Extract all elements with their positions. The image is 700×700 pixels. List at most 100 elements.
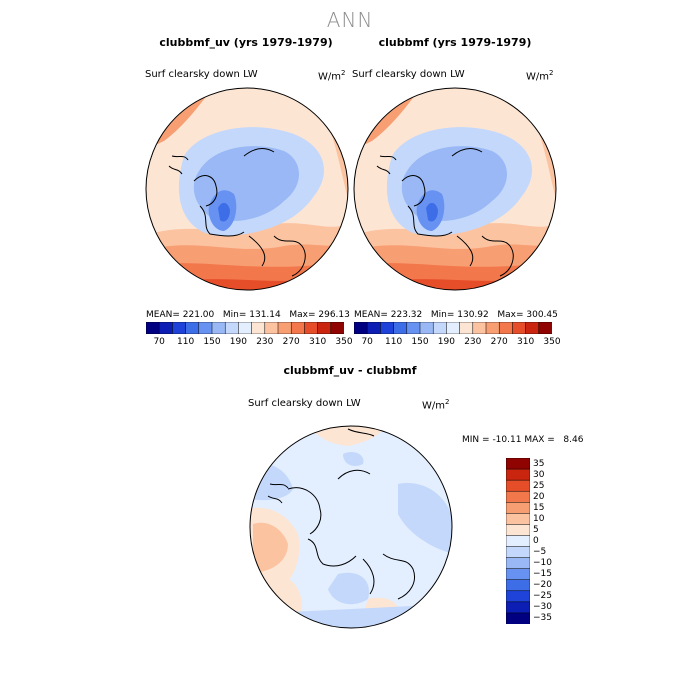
colorbar-swatch <box>146 322 160 334</box>
colorbar-tick-label: 190 <box>229 337 247 347</box>
panel1-max: 296.13 <box>318 310 350 320</box>
colorbar-swatch <box>506 502 530 514</box>
colorbar-swatch <box>506 535 530 548</box>
panel2-stats: MEAN= 223.32 Min= 130.92 Max= 300.45 <box>354 310 558 320</box>
colorbar-tick-label: 110 <box>177 337 195 347</box>
colorbar-swatch <box>406 322 421 334</box>
panel1-field-label: Surf clearsky down LW <box>145 69 258 80</box>
panel2-field-label: Surf clearsky down LW <box>352 69 465 80</box>
panel1-mean: 221.00 <box>182 310 215 320</box>
colorbar-swatch <box>506 601 530 614</box>
colorbar-swatch <box>506 612 530 624</box>
diff-units: W/m2 <box>422 398 450 412</box>
colorbar-swatch <box>354 322 368 334</box>
colorbar-tick-label: 0 <box>533 536 539 546</box>
colorbar-tick-label: −10 <box>533 558 552 569</box>
colorbar-tick-label: 10 <box>533 513 545 524</box>
colorbar-swatch <box>158 322 173 334</box>
colorbar-tick-label: 190 <box>437 337 455 347</box>
colorbar-swatch <box>506 479 530 492</box>
colorbar-swatch <box>512 322 527 334</box>
colorbar-tick-label: 15 <box>533 502 545 513</box>
colorbar-swatch <box>506 458 530 470</box>
colorbar-tick-label: 230 <box>256 337 274 347</box>
colorbar-swatch <box>506 579 530 592</box>
panel2-polar-map <box>353 87 557 291</box>
colorbar-swatch <box>317 322 332 334</box>
colorbar-swatch <box>211 322 226 334</box>
colorbar-swatch <box>330 322 344 334</box>
colorbar-swatch <box>506 590 530 603</box>
colorbar-swatch <box>538 322 552 334</box>
colorbar-swatch <box>432 322 447 334</box>
colorbar-swatch <box>506 524 530 537</box>
colorbar-tick-label: −20 <box>533 580 552 591</box>
colorbar-tick-label: 110 <box>385 337 403 347</box>
diff-colorbar <box>506 458 530 624</box>
colorbar-tick-label: 5 <box>533 524 539 535</box>
colorbar-swatch <box>506 568 530 581</box>
diff-polar-map <box>249 425 453 629</box>
colorbar-tick-label: 35 <box>533 458 545 469</box>
colorbar-swatch <box>264 322 279 334</box>
colorbar-tick-label: 230 <box>464 337 482 347</box>
colorbar-swatch <box>498 322 513 334</box>
diff-title: clubbmf_uv - clubbmf <box>283 364 417 377</box>
colorbar-tick-label: −15 <box>533 569 552 580</box>
colorbar-tick-label: 70 <box>361 337 373 347</box>
colorbar-swatch <box>224 322 239 334</box>
colorbar-tick-label: 150 <box>203 337 221 347</box>
colorbar-swatch <box>198 322 213 334</box>
colorbar-tick-label: 310 <box>309 337 327 347</box>
colorbar-swatch <box>506 468 530 481</box>
colorbar-tick-label: 270 <box>282 337 300 347</box>
colorbar-swatch <box>506 557 530 570</box>
panel1-units: W/m2 <box>318 69 346 83</box>
colorbar-swatch <box>446 322 461 334</box>
panel1-polar-map <box>145 87 349 291</box>
page-title: ANN <box>326 8 374 32</box>
colorbar-swatch <box>506 513 530 525</box>
colorbar-tick-label: 30 <box>533 469 545 480</box>
panel2-colorbar <box>354 322 552 334</box>
panel2-colorbar-ticks: 70 110 150 190 230 270 310 350 <box>354 337 560 349</box>
colorbar-swatch <box>380 322 395 334</box>
colorbar-tick-label: 25 <box>533 480 545 491</box>
diff-min: -10.11 <box>492 435 522 445</box>
diff-field-label: Surf clearsky down LW <box>248 398 361 409</box>
colorbar-swatch <box>251 322 266 334</box>
colorbar-swatch <box>366 322 381 334</box>
colorbar-tick-label: 310 <box>517 337 535 347</box>
colorbar-swatch <box>277 322 292 334</box>
colorbar-swatch <box>172 322 187 334</box>
panel1-colorbar <box>146 322 344 334</box>
panel2-units: W/m2 <box>526 69 554 83</box>
colorbar-swatch <box>393 322 408 334</box>
colorbar-tick-label: −5 <box>533 547 547 558</box>
diff-max: 8.46 <box>563 435 584 445</box>
panel2-max: 300.45 <box>526 310 558 320</box>
colorbar-tick-label: 20 <box>533 491 545 502</box>
colorbar-tick-label: 350 <box>335 337 353 347</box>
panel1-colorbar-ticks: 70 110 150 190 230 270 310 350 <box>146 337 352 349</box>
colorbar-swatch <box>459 322 474 334</box>
colorbar-swatch <box>485 322 500 334</box>
colorbar-swatch <box>238 322 253 334</box>
colorbar-tick-label: −35 <box>533 613 552 624</box>
panel1-min: 131.14 <box>249 310 281 320</box>
colorbar-swatch <box>525 322 540 334</box>
colorbar-swatch <box>185 322 200 334</box>
colorbar-swatch <box>472 322 487 334</box>
diff-colorbar-ticks: 35 30 25 20 15 10 5 0 −5 −10 −15 −20 −25 −30 −35 <box>533 458 573 624</box>
colorbar-swatch <box>506 546 530 559</box>
colorbar-swatch <box>290 322 305 334</box>
panel1-title: clubbmf_uv (yrs 1979-1979) <box>159 36 333 49</box>
colorbar-swatch <box>419 322 434 334</box>
colorbar-tick-label: 150 <box>411 337 429 347</box>
colorbar-tick-label: 350 <box>543 337 561 347</box>
colorbar-tick-label: −30 <box>533 602 552 613</box>
colorbar-tick-label: 70 <box>153 337 165 347</box>
panel2-mean: 223.32 <box>390 310 423 320</box>
panel2-min: 130.92 <box>457 310 489 320</box>
panel2-title: clubbmf (yrs 1979-1979) <box>378 36 532 49</box>
